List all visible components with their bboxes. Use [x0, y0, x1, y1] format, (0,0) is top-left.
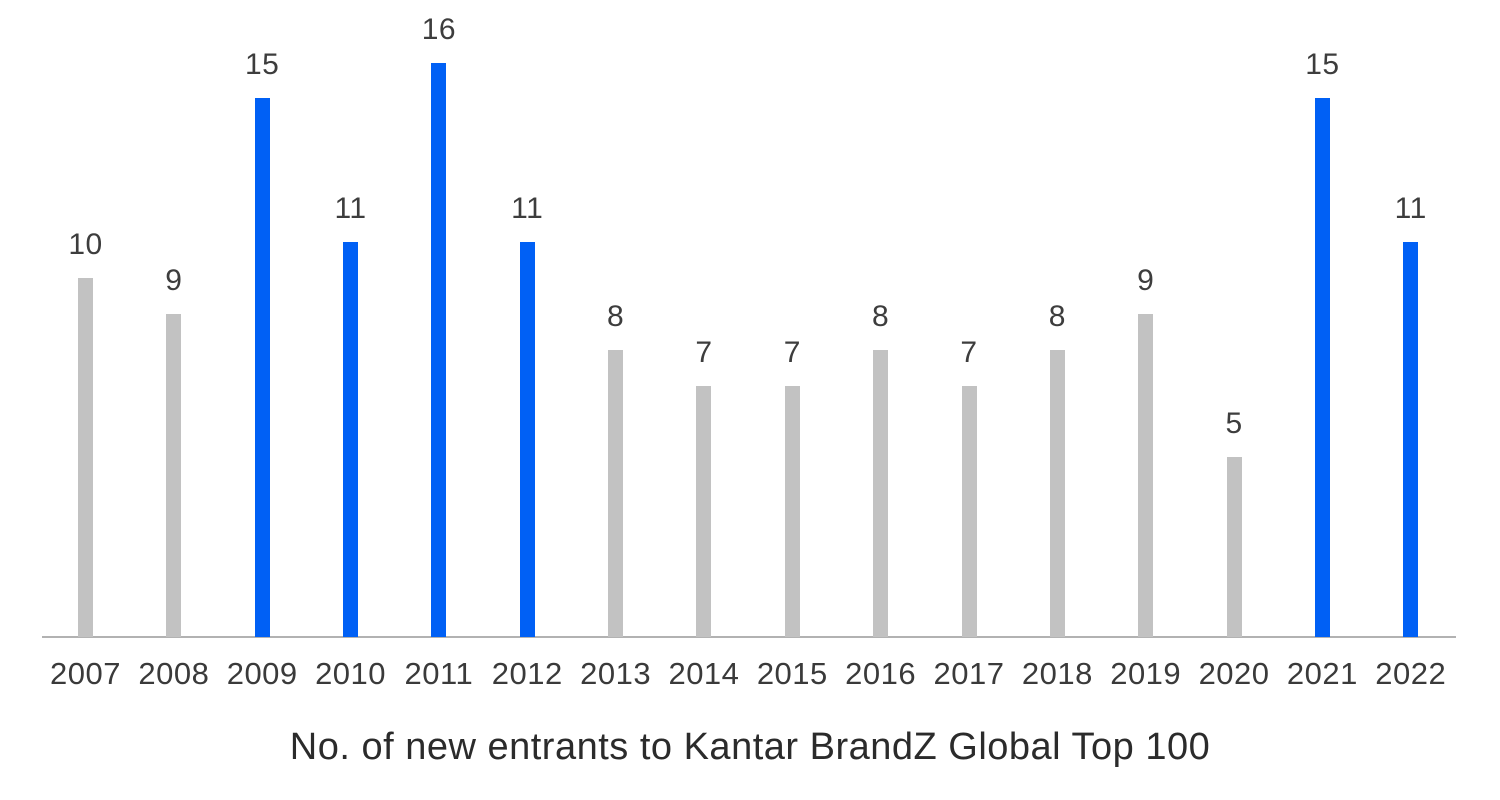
bar-highlighted — [431, 63, 447, 637]
bar — [961, 386, 977, 637]
x-axis-tick-label: 2009 — [226, 656, 298, 691]
x-axis-tick-label: 2010 — [315, 656, 387, 691]
bar-value-label: 7 — [695, 336, 713, 369]
x-axis-tick-label: 2014 — [668, 656, 740, 691]
bar-highlighted — [254, 98, 270, 637]
bar-value-label: 7 — [960, 336, 978, 369]
bar-value-label: 8 — [872, 300, 890, 333]
bar — [873, 350, 889, 637]
x-axis-tick-label: 2020 — [1198, 656, 1270, 691]
bar — [1226, 457, 1242, 637]
bar — [78, 278, 93, 637]
chart-title: No. of new entrants to Kantar BrandZ Glo… — [289, 726, 1211, 768]
x-axis-tick-label: 2022 — [1375, 656, 1447, 691]
bar-value-label: 11 — [511, 192, 544, 225]
bar — [608, 350, 624, 637]
bar-value-label: 11 — [1394, 192, 1427, 225]
bar-value-label: 5 — [1225, 407, 1243, 440]
bar — [696, 386, 712, 637]
bar-value-label: 16 — [421, 13, 457, 46]
bar-value-label: 15 — [245, 48, 280, 81]
x-axis-tick-label: 2021 — [1286, 656, 1358, 691]
bar-value-label: 8 — [1048, 300, 1066, 333]
x-axis-tick-label: 2018 — [1021, 656, 1093, 691]
x-axis-tick-label: 2015 — [756, 656, 828, 691]
bar-highlighted — [343, 242, 359, 637]
bar-value-label: 9 — [1137, 264, 1155, 297]
bar-value-label: 15 — [1305, 48, 1340, 81]
x-axis-tick-label: 2013 — [580, 656, 652, 691]
bar-highlighted — [519, 242, 535, 637]
bar-highlighted — [1403, 242, 1419, 637]
bar-value-label: 9 — [165, 264, 183, 297]
x-axis-tick-label: 2019 — [1110, 656, 1182, 691]
bar — [1049, 350, 1065, 637]
x-axis-tick-label: 2007 — [50, 656, 121, 691]
bar — [166, 314, 182, 637]
x-axis-tick-label: 2011 — [404, 656, 474, 691]
bar-value-label: 10 — [68, 228, 103, 261]
x-axis-tick-label: 2016 — [845, 656, 917, 691]
x-axis-tick-label: 2017 — [933, 656, 1005, 691]
bar-value-label: 8 — [607, 300, 625, 333]
bar-value-label: 7 — [783, 336, 801, 369]
x-axis-tick-label: 2012 — [491, 656, 563, 691]
bar — [784, 386, 800, 637]
bar-value-label: 11 — [334, 192, 367, 225]
x-axis-tick-label: 2008 — [138, 656, 210, 691]
bar — [1138, 314, 1154, 637]
x-axis-line — [42, 636, 1456, 638]
bar-highlighted — [1314, 98, 1330, 637]
